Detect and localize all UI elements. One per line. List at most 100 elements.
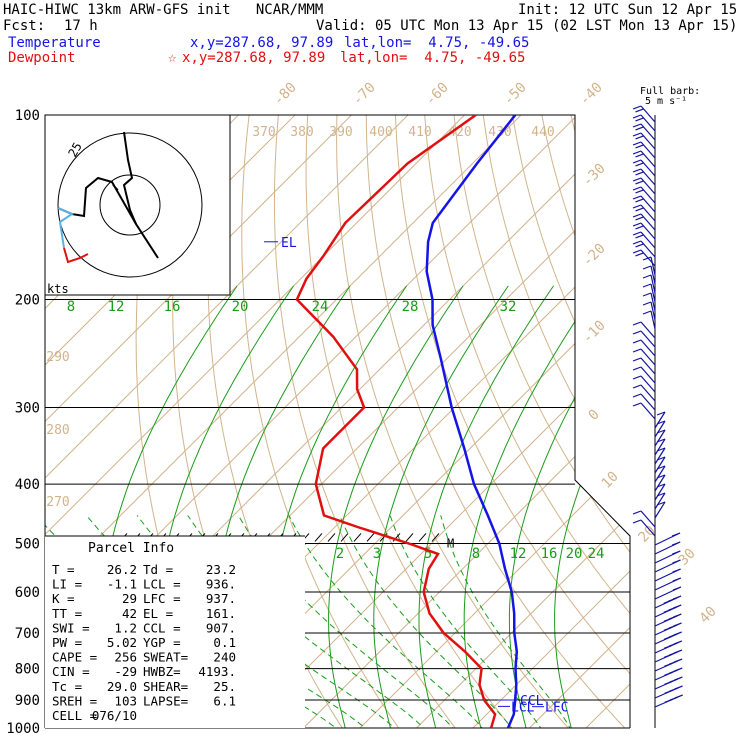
isotherm-label: -30 <box>580 161 609 190</box>
wind-barb-tick <box>632 240 642 245</box>
temperature-legend: Temperature <box>8 35 101 51</box>
wind-barb-tick <box>656 447 666 452</box>
valid-time: Valid: 05 UTC Mon 13 Apr 15 (02 LST Mon … <box>316 18 738 34</box>
mixing-ratio-label: 32 <box>500 299 517 315</box>
theta-label: 270 <box>46 495 69 510</box>
parcel-field-value: 29 <box>122 591 137 606</box>
wind-barb-tick <box>632 195 642 200</box>
isotherm-line <box>359 115 630 728</box>
wind-barb-tick <box>632 159 642 164</box>
wind-barb <box>650 265 656 285</box>
wind-barb-tick <box>664 698 673 703</box>
theta-label: 400 <box>369 125 392 140</box>
parcel-field-value: 25. <box>213 679 236 694</box>
wind-barb-tick <box>632 141 642 146</box>
wind-barb-tick <box>642 265 652 270</box>
parcel-field-name: CCL = <box>143 620 181 635</box>
wind-barb-tick <box>632 510 642 515</box>
parcel-field-value: 26.2 <box>107 562 137 577</box>
wind-barb-tick <box>632 321 642 326</box>
wind-barb-tick <box>635 144 644 149</box>
isotherm-label: -50 <box>501 80 530 109</box>
wind-barb-tick <box>663 644 673 649</box>
parcel-field-name: PW = <box>52 635 82 650</box>
isotherm-label: -20 <box>580 241 609 270</box>
wind-barb <box>640 357 656 375</box>
isotherm-label: 10 <box>599 469 622 492</box>
wind-barb-tick <box>656 465 666 470</box>
wind-barb-tick <box>642 301 652 306</box>
parcel-field-name: SWEAT= <box>143 650 188 665</box>
parcel-field-value: 5.02 <box>107 635 137 650</box>
wind-barb-tick <box>672 568 681 573</box>
isotherm-line <box>699 115 740 728</box>
wind-barb <box>640 510 656 528</box>
parcel-field-name: TT = <box>52 606 82 621</box>
wind-barb-tick <box>635 225 644 230</box>
hodograph-ring-inner <box>99 174 161 236</box>
wind-barb-tick <box>635 216 644 221</box>
isotherm-line <box>303 115 630 728</box>
moist-adiabat <box>389 515 546 728</box>
wind-barb-tick <box>635 243 644 248</box>
wind-barb-tick <box>642 292 652 297</box>
dewpoint-legend: Dewpoint <box>8 50 76 66</box>
wind-barb-tick <box>632 384 642 389</box>
isotherm-line <box>45 115 409 728</box>
dry-adiabat <box>365 115 630 728</box>
dry-adiabat <box>394 115 630 728</box>
mixing-ratio-line <box>508 285 630 728</box>
moist-adiabat <box>187 515 433 728</box>
mixing-ratio-line <box>328 285 464 728</box>
parcel-field-name: SREH = <box>52 693 97 708</box>
pressure-label: 500 <box>15 536 40 552</box>
wind-barb-tick <box>656 429 666 434</box>
lfc-label: LFC <box>545 701 568 716</box>
model-title: HAIC-HIWC 13km ARW-GFS init NCAR/MMM <box>3 2 324 18</box>
wind-barb <box>640 339 656 357</box>
mixing-ratio-label: 24 <box>312 299 329 315</box>
isotherm-line <box>45 115 465 728</box>
wind-barb-tick <box>656 411 666 416</box>
mixing-ratio-label: 8 <box>67 299 75 315</box>
wind-barb-tick <box>632 339 642 344</box>
wind-barb <box>640 519 656 537</box>
moist-adiabat <box>339 515 517 728</box>
parcel-field-name: HWBZ= <box>143 664 181 679</box>
wind-barb-tick <box>664 653 673 658</box>
melting-level-label: M <box>447 536 454 550</box>
wind-barb <box>640 321 656 339</box>
pressure-label: 300 <box>15 400 40 416</box>
parcel-field-value: 6.1 <box>213 693 236 708</box>
mixing-ratio-label: 28 <box>402 299 419 315</box>
el-label: EL <box>281 236 297 251</box>
hatch-mark <box>327 533 336 542</box>
parcel-field-value: -1.1 <box>107 577 137 592</box>
parcel-field-name: LCL = <box>143 577 181 592</box>
wind-barb-tick <box>663 599 672 604</box>
wind-barb-tick <box>632 330 642 335</box>
parcel-field-name: Tc = <box>52 679 82 694</box>
theta-label: 410 <box>408 125 431 140</box>
parcel-field-value: 0.1 <box>213 635 236 650</box>
isotherm-line <box>246 115 630 728</box>
pressure-label: 800 <box>15 662 40 678</box>
wind-barb <box>640 375 656 393</box>
isotherm-line <box>472 115 630 728</box>
wind-barb-tick <box>632 150 642 155</box>
parcel-field-value: 936. <box>206 577 236 592</box>
wind-barb-tick <box>671 532 681 537</box>
mixing-ratio-label: 5 <box>424 546 432 562</box>
theta-label: 280 <box>46 423 69 438</box>
parcel-field-value: 42 <box>122 606 137 621</box>
init-time: Init: 12 UTC Sun 12 Apr 15 <box>518 2 738 18</box>
wind-barb-tick <box>656 456 666 461</box>
dry-adiabat <box>453 115 630 728</box>
pressure-label: 1000 <box>6 721 40 737</box>
wind-barb <box>650 310 656 330</box>
moist-adiabat <box>288 515 489 728</box>
wind-barb-tick <box>632 177 642 182</box>
dry-adiabat <box>512 115 630 728</box>
wind-barb-tick <box>642 256 652 261</box>
wind-barb-tick <box>632 186 642 191</box>
